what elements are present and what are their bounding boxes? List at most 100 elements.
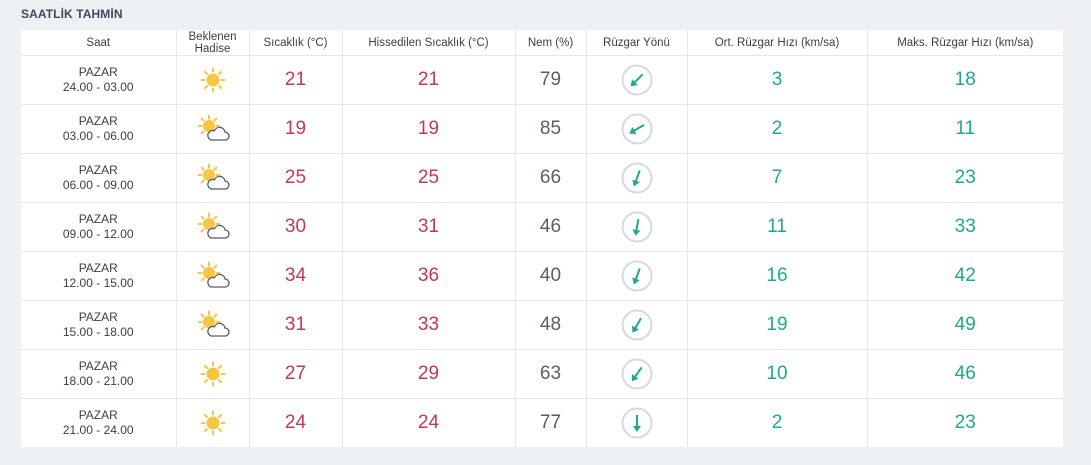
feels-like-value: 29 [342,349,516,399]
column-header-humidity: Nem (%) [515,30,587,56]
table-row: PAZAR 06.00 - 09.00 25 25 66 7 23 [21,153,1063,203]
time-cell: PAZAR 15.00 - 18.00 [21,300,177,350]
column-header-weather: Beklenen Hadise [176,30,250,56]
wind-direction-icon [621,64,653,96]
feels-like-value: 36 [342,251,516,301]
max-wind-value: 23 [867,153,1063,203]
column-header-temperature: Sıcaklık (°C) [249,30,343,56]
column-header-max-wind: Maks. Rüzgar Hızı (km/sa) [867,30,1063,56]
time-cell: PAZAR 24.00 - 03.00 [21,55,177,105]
table-row: PAZAR 12.00 - 15.00 34 36 40 16 42 [21,251,1063,301]
weather-cell [176,153,250,203]
partly-cloudy-icon [196,163,230,190]
hourly-forecast-table: Saat Beklenen Hadise Sıcaklık (°C) Hisse… [21,30,1063,447]
time-range: 12.00 - 15.00 [62,276,134,290]
column-header-feels-like: Hissedilen Sıcaklık (°C) [342,30,516,56]
day-label: PAZAR [78,261,118,275]
table-row: PAZAR 21.00 - 24.00 24 24 77 2 23 [21,398,1063,447]
max-wind-value: 42 [867,251,1063,301]
time-cell: PAZAR 21.00 - 24.00 [21,398,177,447]
avg-wind-value: 7 [687,153,868,203]
feels-like-value: 21 [342,55,516,105]
humidity-value: 79 [515,55,587,105]
time-cell: PAZAR 09.00 - 12.00 [21,202,177,252]
humidity-value: 63 [515,349,587,399]
sun-icon [196,67,230,93]
avg-wind-value: 3 [687,55,868,105]
table-row: PAZAR 03.00 - 06.00 19 19 85 2 11 [21,104,1063,154]
humidity-value: 85 [515,104,587,154]
weather-cell [176,202,250,252]
time-range: 24.00 - 03.00 [62,80,134,94]
day-label: PAZAR [78,114,118,128]
feels-like-value: 19 [342,104,516,154]
day-label: PAZAR [78,310,118,324]
avg-wind-value: 2 [687,104,868,154]
weather-cell [176,251,250,301]
max-wind-value: 23 [867,398,1063,447]
weather-cell [176,398,250,447]
humidity-value: 48 [515,300,587,350]
temperature-value: 25 [249,153,343,203]
feels-like-value: 31 [342,202,516,252]
day-label: PAZAR [78,359,118,373]
day-label: PAZAR [78,408,118,422]
humidity-value: 77 [515,398,587,447]
section-title: SAATLİK TAHMİN [21,7,123,21]
time-range: 18.00 - 21.00 [62,374,134,388]
max-wind-value: 33 [867,202,1063,252]
time-cell: PAZAR 12.00 - 15.00 [21,251,177,301]
day-label: PAZAR [78,212,118,226]
time-cell: PAZAR 06.00 - 09.00 [21,153,177,203]
humidity-value: 46 [515,202,587,252]
feels-like-value: 25 [342,153,516,203]
partly-cloudy-icon [196,114,230,141]
temperature-value: 34 [249,251,343,301]
wind-direction-cell [586,55,688,105]
column-header-time: Saat [21,30,177,56]
column-header-wind-direction: Rüzgar Yönü [586,30,688,56]
wind-direction-cell [586,104,688,154]
table-row: PAZAR 24.00 - 03.00 21 21 79 3 18 [21,55,1063,105]
wind-direction-icon [621,260,653,292]
temperature-value: 31 [249,300,343,350]
time-range: 06.00 - 09.00 [62,178,134,192]
wind-direction-icon [621,113,653,145]
wind-direction-cell [586,300,688,350]
humidity-value: 40 [515,251,587,301]
wind-direction-cell [586,202,688,252]
wind-direction-icon [621,407,653,439]
sun-icon [196,361,230,387]
wind-direction-icon [621,211,653,243]
wind-direction-cell [586,398,688,447]
wind-direction-cell [586,349,688,399]
partly-cloudy-icon [196,310,230,337]
feels-like-value: 24 [342,398,516,447]
avg-wind-value: 11 [687,202,868,252]
wind-direction-cell [586,153,688,203]
wind-direction-icon [621,358,653,390]
temperature-value: 19 [249,104,343,154]
column-header-avg-wind: Ort. Rüzgar Hızı (km/sa) [687,30,868,56]
avg-wind-value: 10 [687,349,868,399]
time-cell: PAZAR 18.00 - 21.00 [21,349,177,399]
temperature-value: 21 [249,55,343,105]
table-row: PAZAR 09.00 - 12.00 30 31 46 11 33 [21,202,1063,252]
table-row: PAZAR 15.00 - 18.00 31 33 48 19 49 [21,300,1063,350]
max-wind-value: 11 [867,104,1063,154]
time-range: 15.00 - 18.00 [62,325,134,339]
temperature-value: 24 [249,398,343,447]
feels-like-value: 33 [342,300,516,350]
weather-cell [176,349,250,399]
day-label: PAZAR [78,65,118,79]
weather-cell [176,104,250,154]
avg-wind-value: 2 [687,398,868,447]
partly-cloudy-icon [196,261,230,288]
table-row: PAZAR 18.00 - 21.00 27 29 63 10 46 [21,349,1063,399]
table-header-row: Saat Beklenen Hadise Sıcaklık (°C) Hisse… [21,30,1063,56]
weather-cell [176,55,250,105]
temperature-value: 30 [249,202,343,252]
time-range: 09.00 - 12.00 [62,227,134,241]
time-cell: PAZAR 03.00 - 06.00 [21,104,177,154]
wind-direction-cell [586,251,688,301]
